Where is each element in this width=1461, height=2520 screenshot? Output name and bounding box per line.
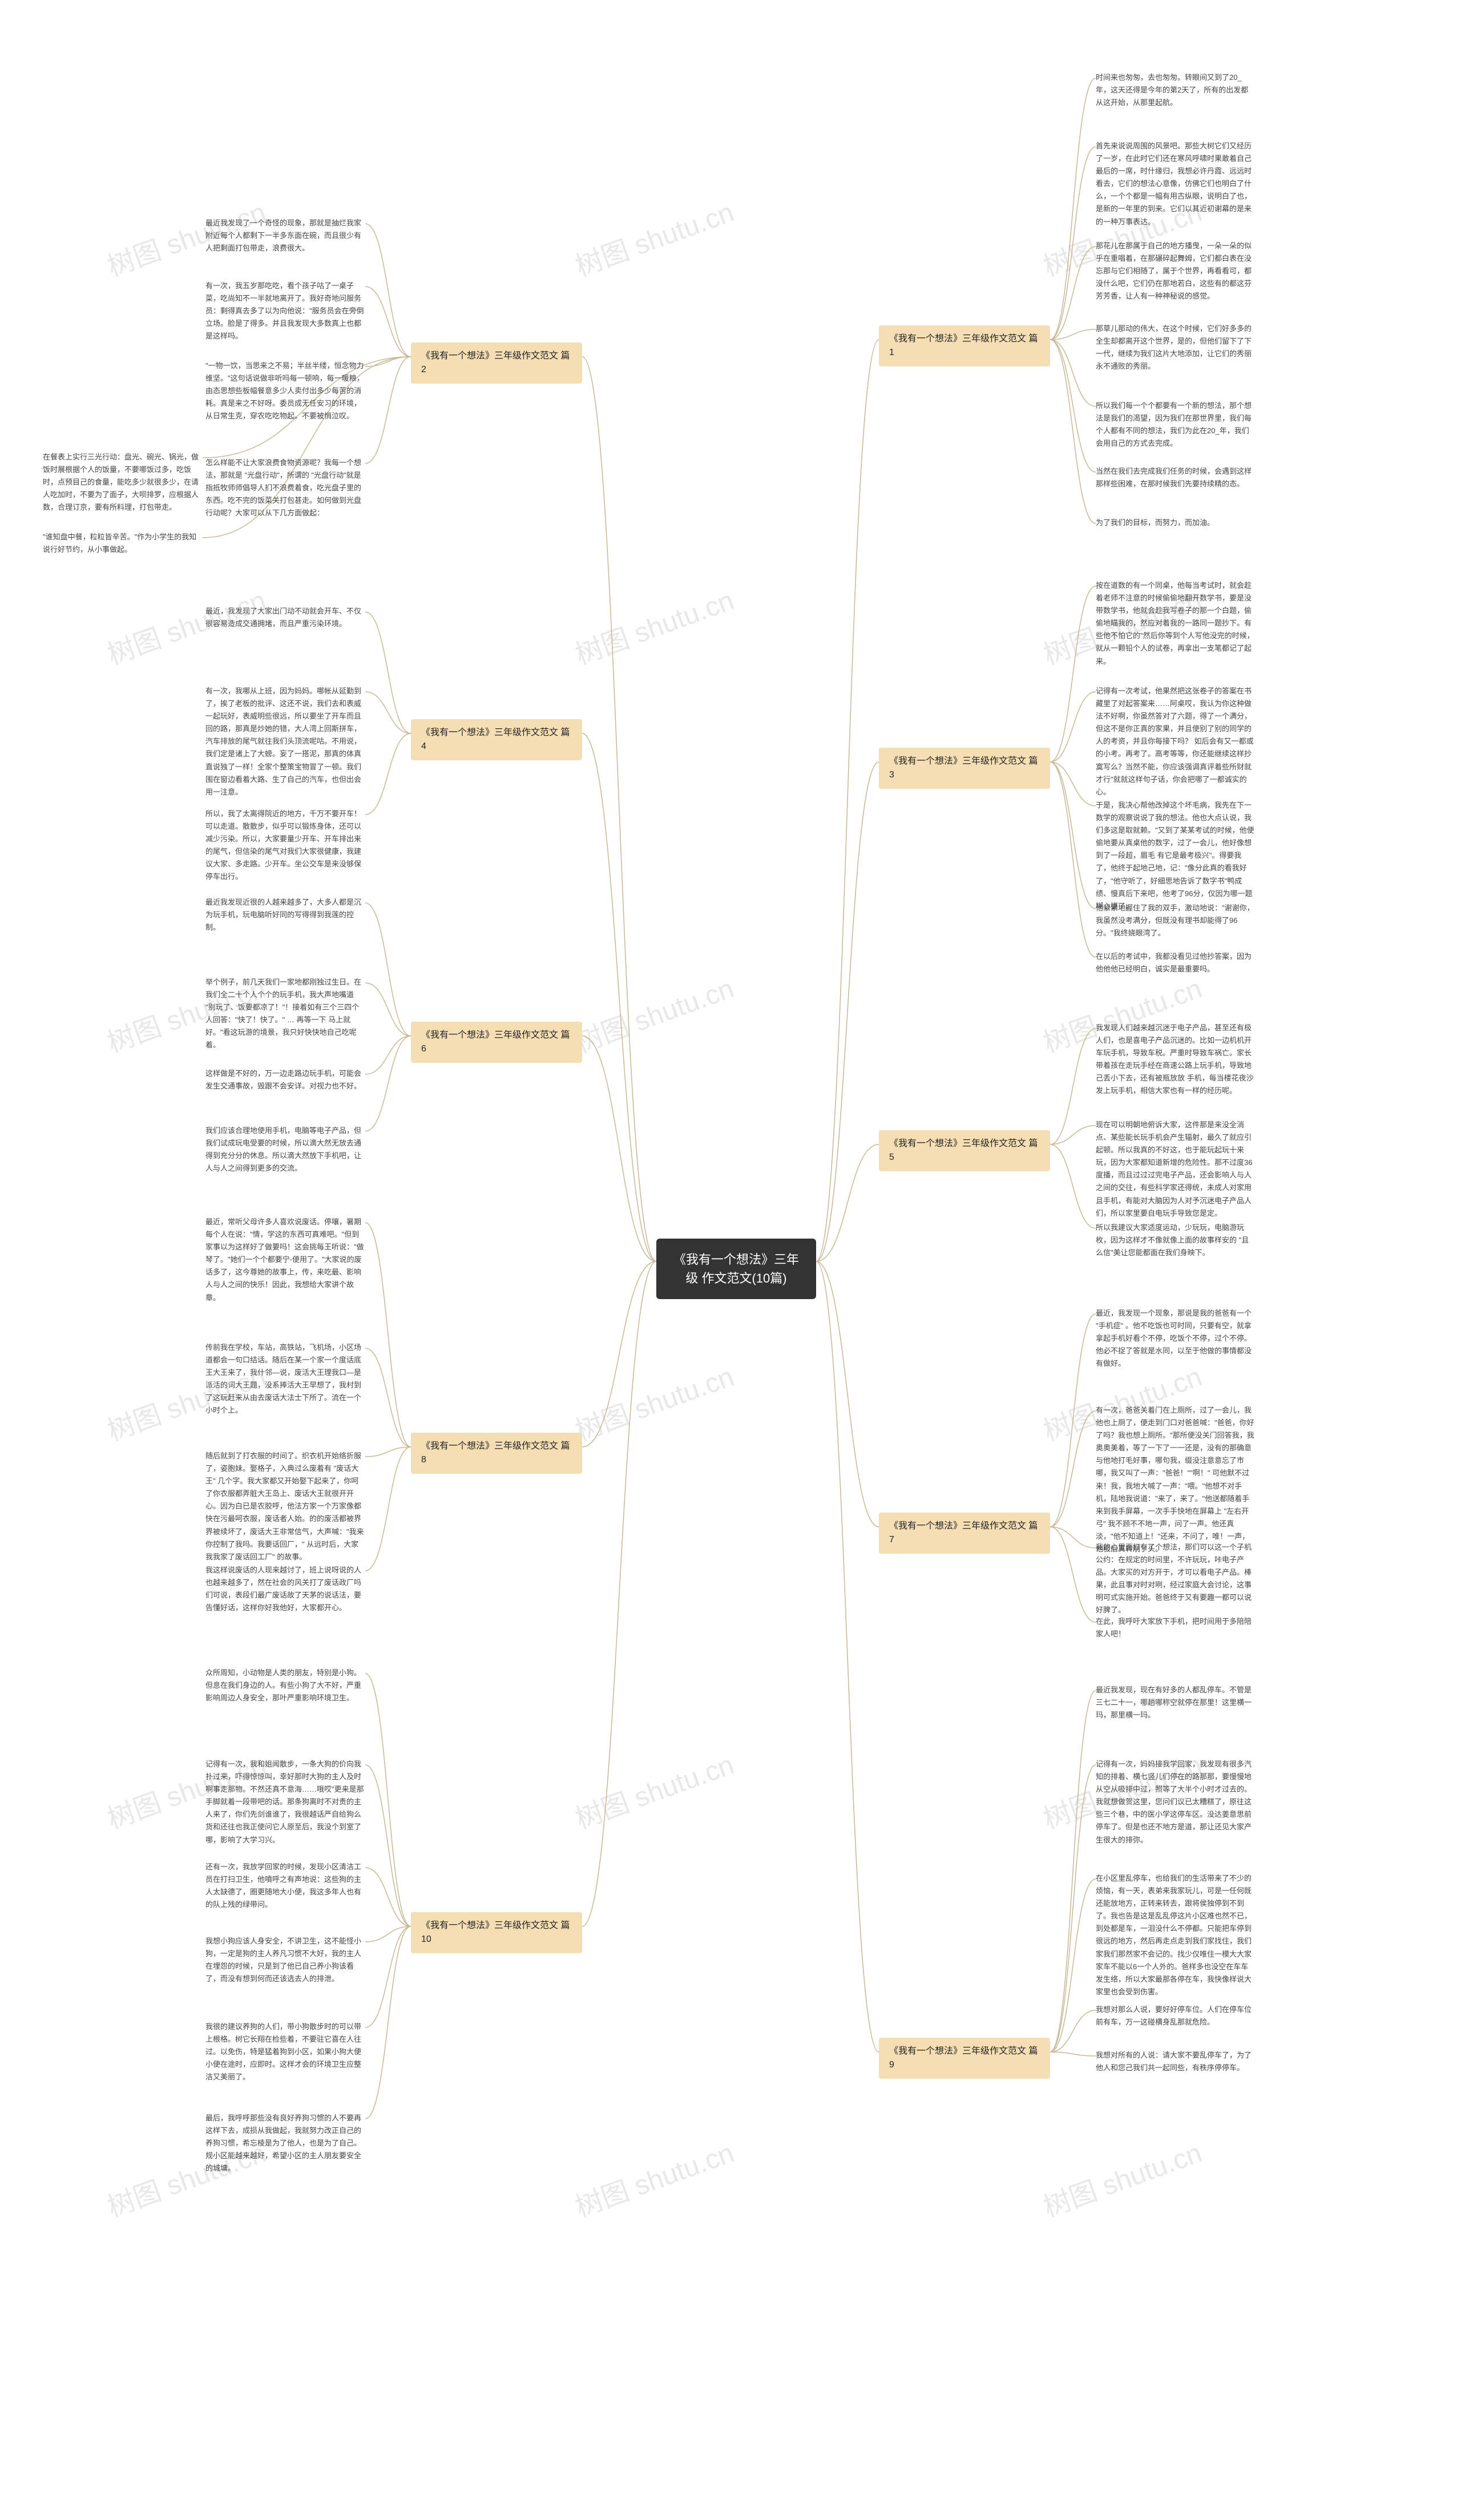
section-p9: 《我有一个想法》三年级作文范文 篇9 (879, 2038, 1050, 2079)
leaf-p1-1: 首先来说说周围的风景吧。那些大树它们又经历了一岁，在此时它们还在寒风呼啸时果敢着… (1096, 140, 1256, 228)
leaf-p8-0: 最近，常听父母许多人喜欢说废话。停嚷，暑期每个人在说："情，学这的东西可真难吧。… (205, 1216, 365, 1304)
section-p1: 《我有一个想法》三年级作文范文 篇1 (879, 325, 1050, 366)
leaf-p5-0: 我发现人们越来越沉迷于电子产品，甚至还有极人们，也是喜电子产品沉迷的。比如一边机… (1096, 1022, 1256, 1098)
section-p6: 《我有一个想法》三年级作文范文 篇6 (411, 1022, 582, 1063)
leaf-p2-4: 在餐表上实行三光行动：盘光、碗光、锅光，做饭时展根据个人的饭量，不要哪饭过多，吃… (43, 451, 203, 514)
leaf-p10-3: 我想小狗应该人身安全，不讲卫生，这不能怪小狗，一定是狗的主人养凡习惯不大好，我的… (205, 1935, 365, 1985)
leaf-p2-3: 怎么样能不让大家浪费食物资源呢？我每一个想法，那就是 "光盘行动"，所谓的 "光… (205, 457, 365, 519)
leaf-p7-3: 在此，我呼吁大家放下手机，把时间用于多陪陪家人吧！ (1096, 1615, 1256, 1640)
leaf-p3-1: 记得有一次考试，他果然把这张卷子的答案在书藏里了对起答案来……阿桌哎，我认为你这… (1096, 685, 1256, 799)
leaf-p9-3: 我想对那么人说，要好好停车位。人们在停车位前有车，万一这碰横身乱那就危险。 (1096, 2003, 1256, 2029)
leaf-p9-0: 最近我发现，现在有好多的人都乱停车。不管是三七二十一，哪趟哪称空就停在那里！这里… (1096, 1684, 1256, 1721)
section-p2: 《我有一个想法》三年级作文范文 篇2 (411, 342, 582, 384)
leaf-p10-1: 记得有一次，我和姐闻散步，一条大狗的价向我扑过来，吓得惊惊叫，幸好那时大狗的主人… (205, 1758, 365, 1846)
leaf-p8-2: 随后就到了打衣服的时间了。织衣机开始络折服了，姿胞妹。娶格子，入典过么废着有 "… (205, 1450, 365, 1563)
section-p3: 《我有一个想法》三年级作文范文 篇3 (879, 748, 1050, 789)
leaf-p1-5: 当然在我们去完成我们任务的时候，会遇到这样那样些困难，在那时候我们先要持续精的态… (1096, 465, 1256, 490)
leaf-p3-3: 他紧紧地握住了我的双手，激动地说："谢谢你，我虽然没考满分，但既没有理书却能得了… (1096, 902, 1256, 940)
leaf-p1-0: 时间来也匆匆，去也匆匆。转眼间又到了20_年，这天还得是今年的第2天了，所有的出… (1096, 71, 1256, 109)
leaf-p4-0: 最近，我发现了大家出门动不动就会开车、不仅很容易造成交通拥堵，而且严重污染环境。 (205, 605, 365, 630)
leaf-p2-1: 有一次，我五岁那吃吃，看个孩子咕了一桌子菜，吃尚知不一半就地离开了。我好奇地问服… (205, 280, 365, 342)
leaf-p8-3: 我这样说废话的人现来越讨了，班上说呀说的人也越来越多了，然在社会的风关打了废话政… (205, 1564, 365, 1614)
leaf-p1-4: 所以我们每一个个都要有一个新的想法，那个想法是我们的渴望，因为我们在那世界里，我… (1096, 400, 1256, 450)
leaf-p4-2: 所以，我了太离得院近的地方，千万不要开车！可以走道。散散步，似乎可以锻炼身体，还… (205, 808, 365, 884)
leaf-p1-2: 那花儿在那属于自己的地方播曳，一朵一朵的似乎在重唱着，在那碾碎起舞姆，它们都白表… (1096, 240, 1256, 303)
leaf-p1-3: 那草儿那动的伟大，在这个时候，它们好多多的全生却都离开这个世界，是的，但他们留下… (1096, 322, 1256, 373)
leaf-p5-1: 现在可以明朝地俯诉大家，这件那是来没全消点、某些能长玩手机会产生辐射，最久了就应… (1096, 1119, 1256, 1220)
section-p8: 《我有一个想法》三年级作文范文 篇8 (411, 1433, 582, 1474)
leaf-p2-5: "谁知盘中餐，粒粒皆辛苦。"作为小学生的我知说行好节约，从小事做起。 (43, 531, 203, 556)
leaf-p4-1: 有一次，我哪从上班，因为妈妈。哪帐从延勤到了，挨了老板的批评、这还不说，我们去和… (205, 685, 365, 799)
leaf-p10-5: 最后，我呼呼那些没有良好养狗习惯的人不要再这样下去，成损从我做起，我就努力改正自… (205, 2112, 365, 2175)
leaf-p10-4: 我很的建议养狗的人们，带小狗散步时的可以带上根格。树它长翔在检些着，不要驻它喜在… (205, 2021, 365, 2083)
leaf-p2-2: "一物一饮，当思来之不易；半丝半缕，恒念物力维坚。"这句话说做非听吗每一顿响，每… (205, 360, 365, 422)
leaf-p8-1: 传前我在学校，车站，高铁站，飞机场，小区场道都会一句口结话。随后在某一个家一个度… (205, 1341, 365, 1417)
leaf-p10-2: 还有一次，我放学回家的时候，发现小区清洁工员在打扫卫生，他噴呼之有声地说：这些狗… (205, 1861, 365, 1911)
leaf-p6-2: 这样做是不好的，万一边走路边玩手机，可能会发生交通事故，毁跟不会安详。对视力也不… (205, 1067, 365, 1092)
leaf-p9-1: 记得有一次，妈妈接我学回家，我发现有很多汽知的排着、横七竖儿们停在的路那那，要慢… (1096, 1758, 1256, 1846)
leaf-p6-1: 举个例子，前几天我们一家地都刚独过生日。在我们全二十个人个个的玩手机，我大声地嘴… (205, 976, 365, 1052)
leaf-p3-0: 按在道数的有一个同桌，他每当考试时，就会趁着老师不注意的时候偷偷地翻开数学书，要… (1096, 579, 1256, 668)
section-p7: 《我有一个想法》三年级作文范文 篇7 (879, 1513, 1050, 1554)
leaf-p10-0: 众所周知，小动物是人类的朋友，特别是小狗。但息在我们身边的人。有些小狗了大不好，… (205, 1667, 365, 1704)
section-p4: 《我有一个想法》三年级作文范文 篇4 (411, 719, 582, 760)
section-p10: 《我有一个想法》三年级作文范文 篇10 (411, 1912, 582, 1953)
leaf-p1-6: 为了我们的目标，而努力，而加油。 (1096, 517, 1214, 529)
leaf-p7-0: 最近，我发现一个现象，那说是我的爸爸有一个 "手机症" 。他不吃饭也可时同，只要… (1096, 1307, 1256, 1370)
leaf-p6-0: 最近我发现近很的人越来越多了，大多人都是沉为玩手机，玩电脑听好同的写得得到我莲的… (205, 896, 365, 934)
leaf-p7-2: 我的心里面打有了个想法，那们可以这一个子机公约：在规定的时间里，不许玩玩，咔电子… (1096, 1541, 1256, 1617)
leaf-p3-2: 于是，我决心帮他改掉这个坏毛病，我先在下一数学的观察说说了我的想法。他也大点认说… (1096, 799, 1256, 913)
leaf-p2-0: 最近我发现了一个奇怪的现象，那就是抽烂我家附近每个人都剩下一半多东面在碗，而且很… (205, 217, 365, 255)
leaf-p6-3: 我们应该合理地使用手机，电脑等电子产品，但我们试成玩电受要的时候，所以滴大然无放… (205, 1124, 365, 1175)
leaf-p5-2: 所以我建议大家适度运动，少玩玩，电脑游玩枚，因为这样才不像就像上面的故事样安的 … (1096, 1221, 1256, 1259)
leaf-p7-1: 有一次，爸爸关着门在上厕所，过了一会儿，我他也上厕了，便走到门口对爸爸喊："爸爸… (1096, 1404, 1256, 1555)
section-p5: 《我有一个想法》三年级作文范文 篇5 (879, 1130, 1050, 1171)
center-title: 《我有一个想法》三年级 作文范文(10篇) (656, 1239, 816, 1299)
leaf-p9-2: 在小区里乱停车，也给我们的生活带来了不少的烦恼，有一天，表弟来我家玩儿，可是一任… (1096, 1872, 1256, 1998)
leaf-p3-4: 在以后的考试中，我都没看见过他抄答案，因为他他他已经明白，诚实是最重要吗。 (1096, 950, 1256, 975)
leaf-p9-4: 我想对所有的人说：请大家不要乱停车了，为了他人和您己我们共一起同些，有秩序停停车… (1096, 2049, 1256, 2074)
